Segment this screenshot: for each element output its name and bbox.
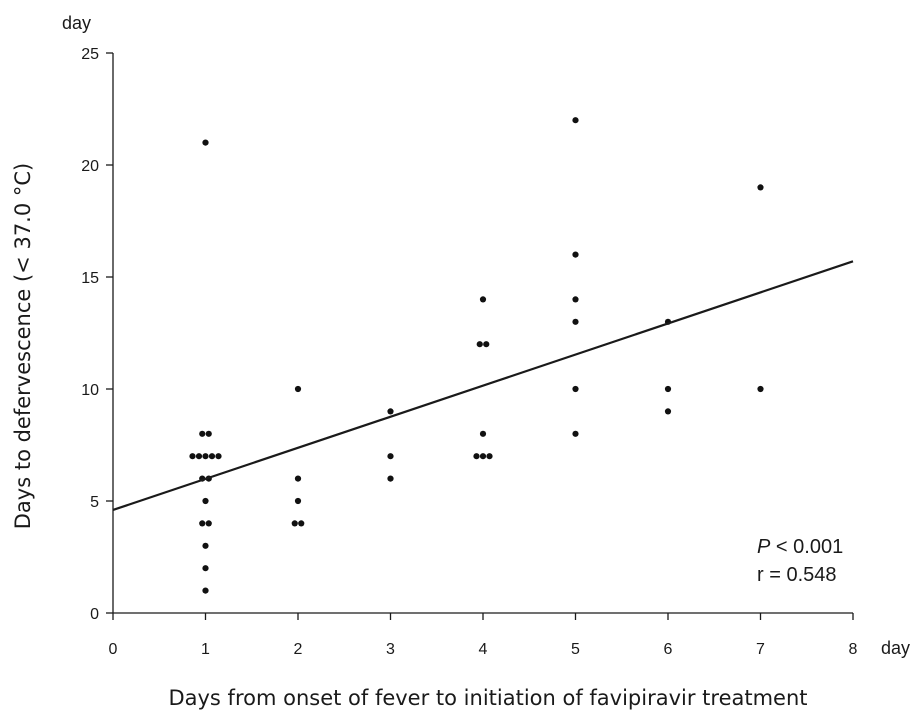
data-point: [202, 542, 209, 549]
x-axis-title: Days from onset of fever to initiation o…: [168, 686, 807, 710]
x-tick-label: 0: [109, 641, 118, 658]
data-point: [202, 587, 209, 594]
data-point: [664, 408, 672, 415]
data-point: [664, 385, 672, 393]
data-point: [294, 497, 302, 505]
data-point: [757, 385, 764, 393]
y-tick-label: 15: [81, 270, 99, 287]
x-tick-label: 7: [756, 641, 765, 658]
r-value-annotation: r = 0.548: [757, 564, 837, 586]
data-point: [572, 251, 579, 258]
data-point: [572, 430, 579, 437]
data-point: [387, 453, 394, 460]
data-point: [205, 430, 212, 437]
data-point: [199, 520, 206, 527]
data-point: [486, 453, 493, 460]
data-point: [202, 497, 209, 505]
data-point: [757, 184, 764, 191]
x-tick-label: 2: [294, 641, 303, 658]
x-axis-ticks: 0 1 2 3 4 5 6 7 8: [109, 613, 858, 658]
data-point: [572, 296, 579, 303]
data-point: [202, 139, 209, 146]
x-tick-label: 8: [849, 641, 858, 658]
data-point: [572, 117, 579, 124]
data-point: [189, 453, 196, 460]
y-tick-label: 5: [90, 494, 99, 511]
p-symbol: P: [757, 536, 771, 558]
data-point: [479, 430, 487, 437]
data-points: [189, 117, 764, 594]
data-point: [199, 430, 206, 437]
data-point: [202, 453, 209, 460]
data-point: [291, 520, 298, 527]
x-tick-label: 3: [386, 641, 395, 658]
data-point: [215, 453, 222, 460]
plot-axes: [112, 53, 853, 614]
data-point: [202, 565, 209, 572]
data-point: [195, 453, 203, 460]
x-axis-unit: day: [881, 638, 910, 658]
data-point: [483, 341, 490, 348]
data-point: [294, 385, 302, 393]
y-tick-label: 20: [81, 158, 99, 175]
x-tick-label: 1: [201, 641, 210, 658]
y-axis-title: Days to defervescence (< 37.0 °C): [11, 163, 35, 530]
data-point: [208, 453, 216, 460]
data-point: [572, 385, 579, 393]
x-tick-label: 4: [479, 641, 488, 658]
data-point: [476, 341, 483, 348]
data-point: [479, 453, 487, 460]
y-tick-label: 25: [81, 46, 99, 63]
y-axis-unit: day: [62, 13, 91, 33]
x-tick-label: 6: [664, 641, 673, 658]
data-point: [479, 296, 487, 303]
data-point: [387, 408, 394, 415]
y-tick-label: 0: [90, 606, 99, 623]
p-value-annotation: P < 0.001: [757, 536, 843, 558]
data-point: [294, 475, 302, 482]
y-tick-label: 10: [81, 382, 99, 399]
p-value-text: < 0.001: [770, 536, 843, 558]
data-point: [473, 453, 480, 460]
data-point: [205, 520, 212, 527]
data-point: [572, 318, 579, 325]
y-axis-ticks: 0 5 10 15 20 25: [81, 46, 113, 623]
data-point: [387, 475, 394, 482]
data-point: [298, 520, 305, 527]
regression-line: [112, 260, 854, 512]
x-tick-label: 5: [571, 641, 580, 658]
